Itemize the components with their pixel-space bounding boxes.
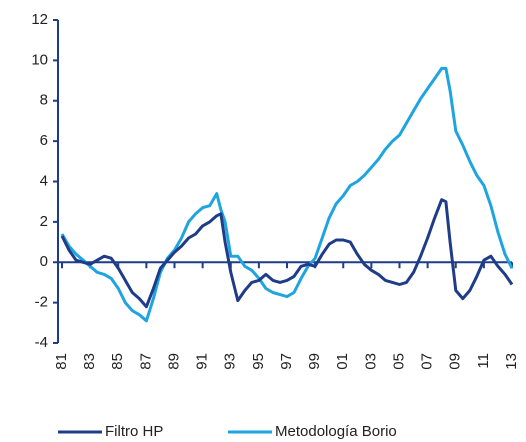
- x-tick-label: 99: [306, 353, 323, 370]
- x-tick-label: 89: [165, 353, 182, 370]
- y-tick-label: 12: [31, 11, 48, 28]
- legend-label: Filtro HP: [105, 423, 163, 440]
- series-line: [60, 66, 514, 323]
- x-tick-label: 81: [53, 353, 70, 370]
- x-tick-label: 97: [278, 353, 295, 370]
- x-tick-label: 87: [137, 353, 154, 370]
- y-tick-label: 6: [40, 132, 48, 149]
- x-tick-label: 01: [334, 353, 351, 370]
- x-tick-label: 83: [81, 353, 98, 370]
- x-tick-label: 13: [503, 353, 520, 370]
- x-tick-label: 07: [419, 353, 436, 370]
- x-tick-label: 03: [362, 353, 379, 370]
- y-tick-label: 2: [40, 213, 48, 230]
- x-tick-label: 93: [222, 353, 239, 370]
- x-tick-label: 91: [194, 353, 211, 370]
- y-tick-label: -4: [35, 334, 48, 351]
- y-tick-label: 4: [40, 172, 48, 189]
- y-tick-label: 0: [40, 253, 48, 270]
- x-tick-label: 11: [475, 353, 492, 369]
- y-tick-label: 8: [40, 92, 48, 109]
- x-tick-label: 85: [109, 353, 126, 370]
- x-tick-label: 09: [447, 353, 464, 370]
- series-line: [60, 198, 514, 309]
- y-tick-label: 10: [31, 51, 48, 68]
- x-tick-label: 05: [390, 353, 407, 370]
- y-tick-label: -2: [35, 294, 48, 311]
- legend-label: Metodología Borio: [275, 423, 397, 440]
- x-tick-label: 95: [250, 353, 267, 370]
